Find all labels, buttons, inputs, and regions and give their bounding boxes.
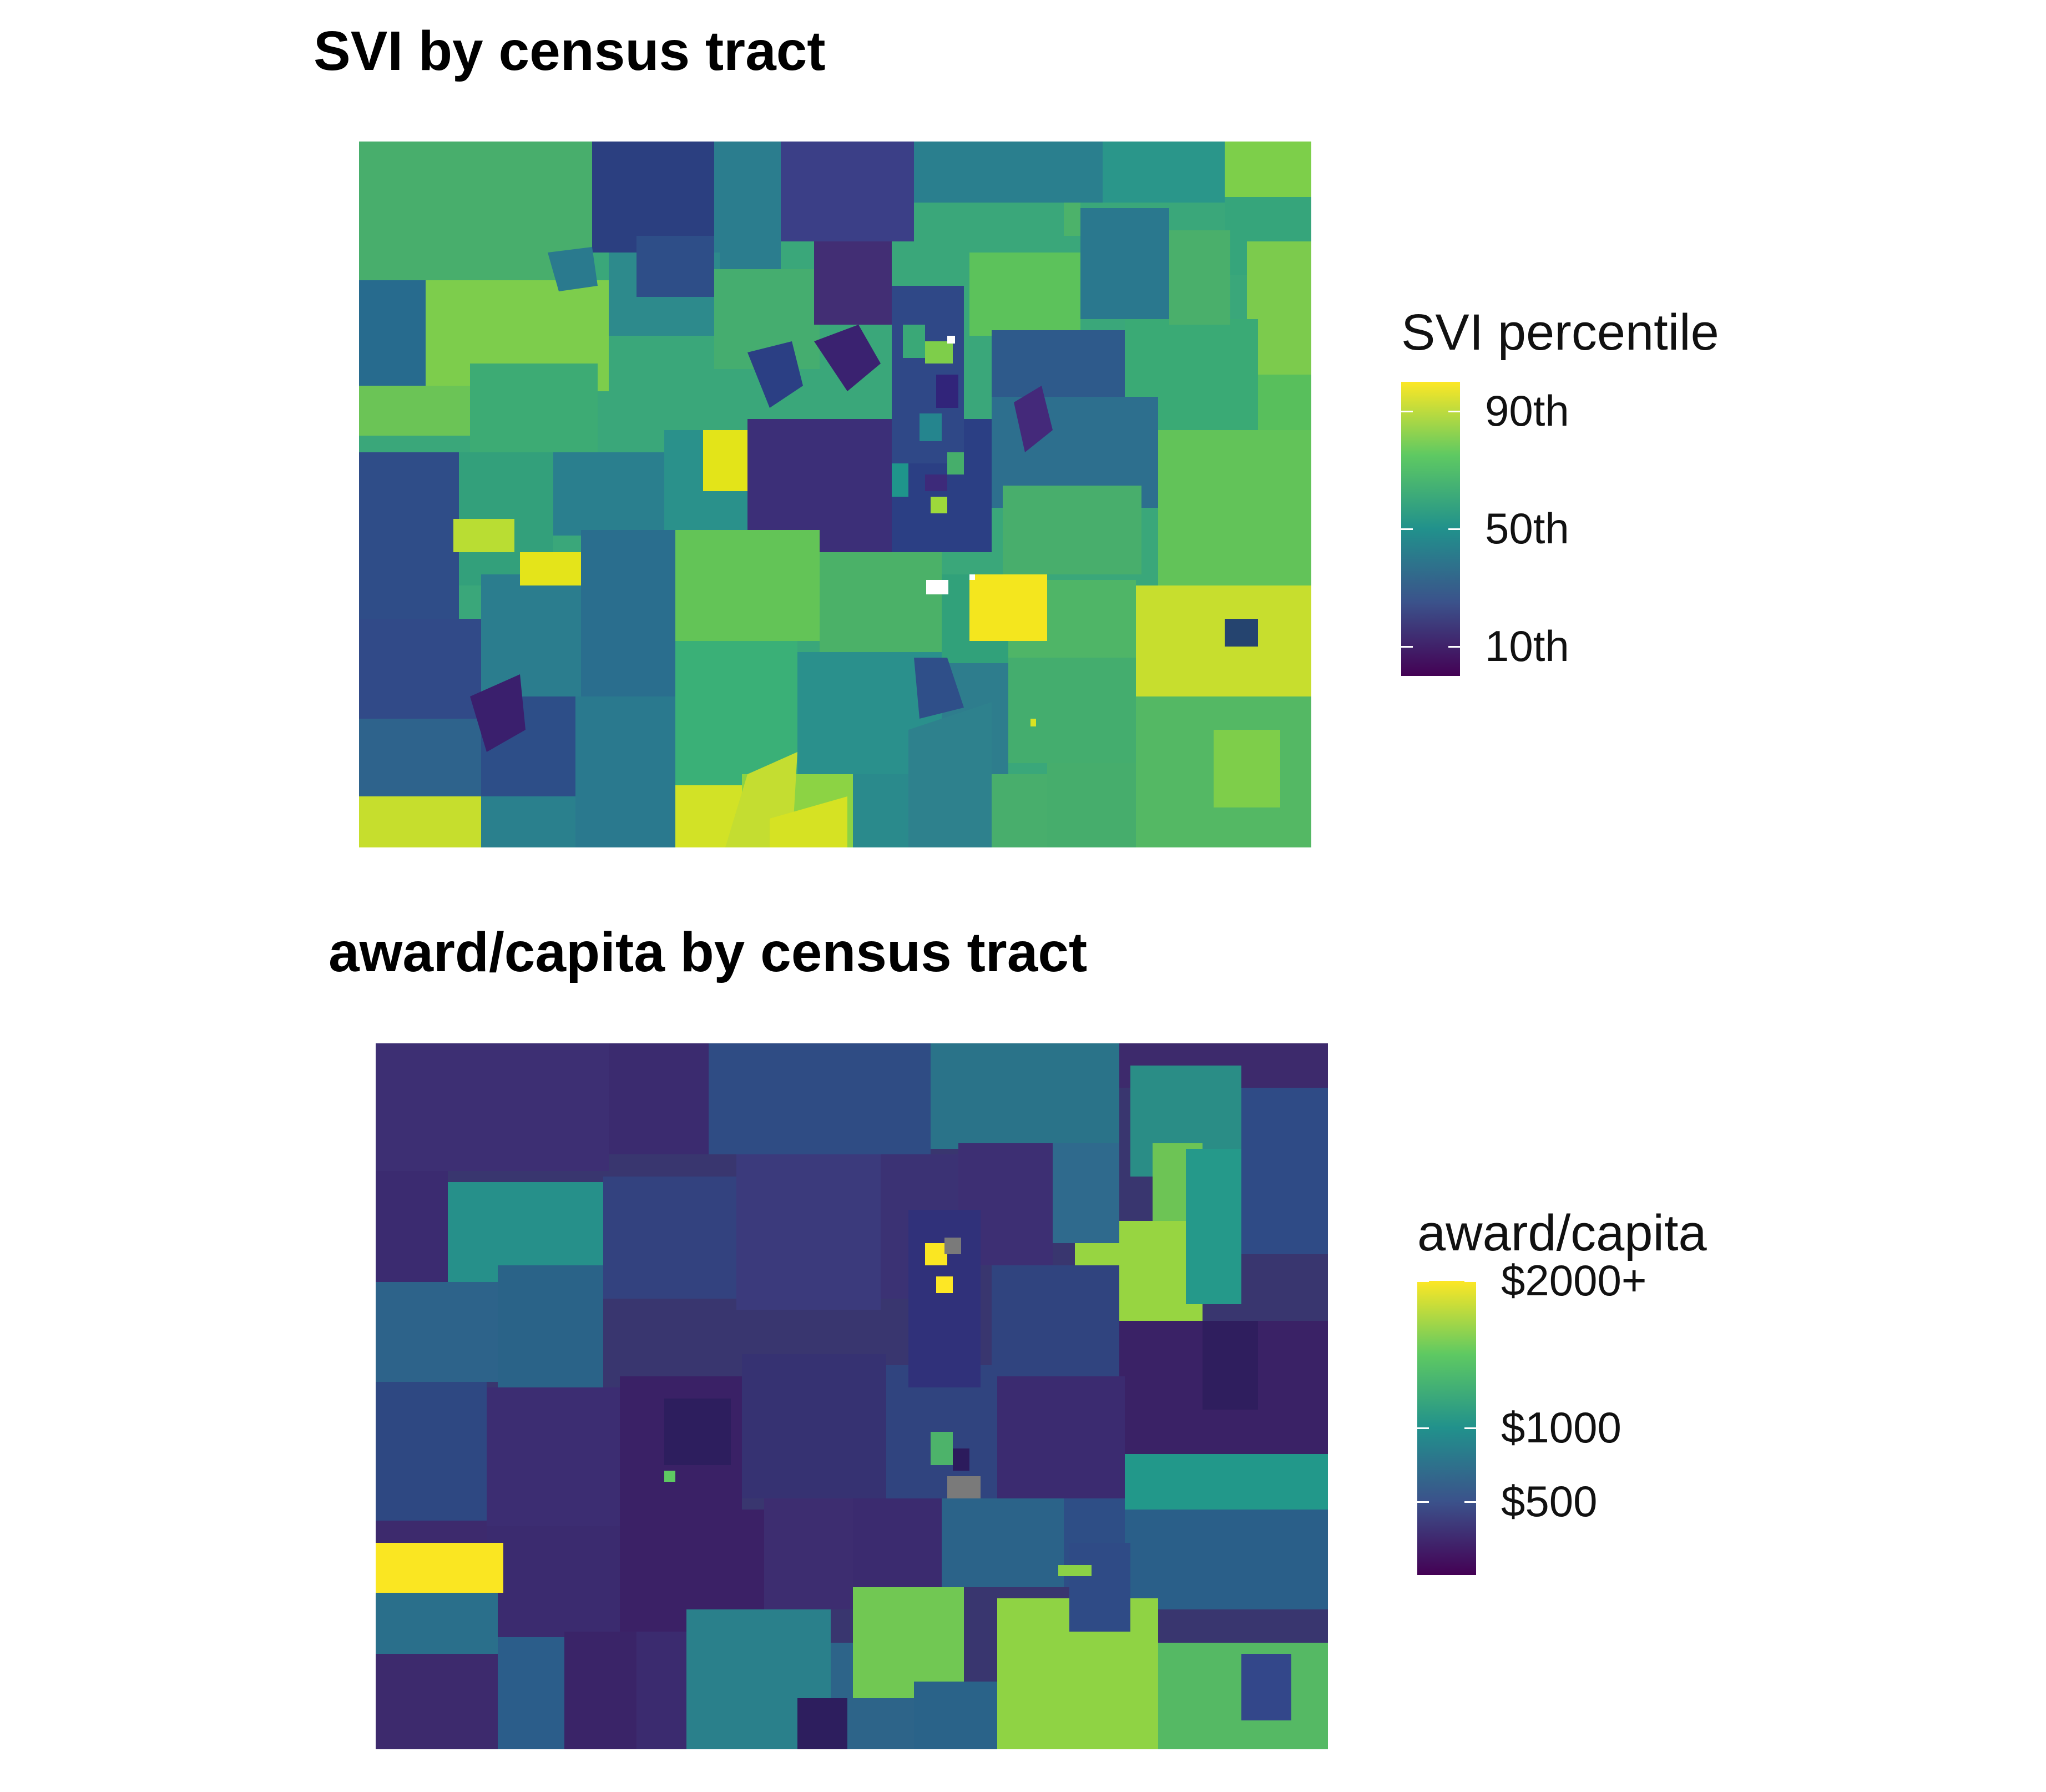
svi-legend-label: 50th [1485, 504, 1569, 553]
svi-legend-label: 10th [1485, 622, 1569, 670]
award-legend-tick [1417, 1501, 1429, 1503]
award-legend-label: $1000 [1501, 1403, 1621, 1452]
svi-legend-tick [1401, 411, 1413, 412]
svi-legend-tick [1448, 528, 1460, 530]
svi-choropleth-map [359, 142, 1311, 847]
svi-map-title: SVI by census tract [314, 20, 826, 82]
svi-legend-tick [1448, 411, 1460, 412]
award-legend-tick [1464, 1280, 1476, 1282]
svi-legend-tick [1401, 528, 1413, 530]
svi-legend-tick [1401, 646, 1413, 648]
award-legend-tick [1417, 1427, 1429, 1429]
svi-legend-label: 90th [1485, 386, 1569, 435]
award-legend-label: $500 [1501, 1476, 1598, 1526]
award-legend-tick [1464, 1427, 1476, 1429]
award-legend-label: $2000+ [1501, 1256, 1647, 1305]
award-map-title: award/capita by census tract [329, 921, 1088, 983]
award-choropleth-map [376, 1043, 1328, 1749]
award-legend-tick [1464, 1501, 1476, 1503]
award-legend-tick [1417, 1280, 1429, 1282]
award-legend-title: award/capita [1417, 1205, 1707, 1261]
svi-legend-title: SVI percentile [1401, 304, 1719, 361]
svi-legend-tick [1448, 646, 1460, 648]
